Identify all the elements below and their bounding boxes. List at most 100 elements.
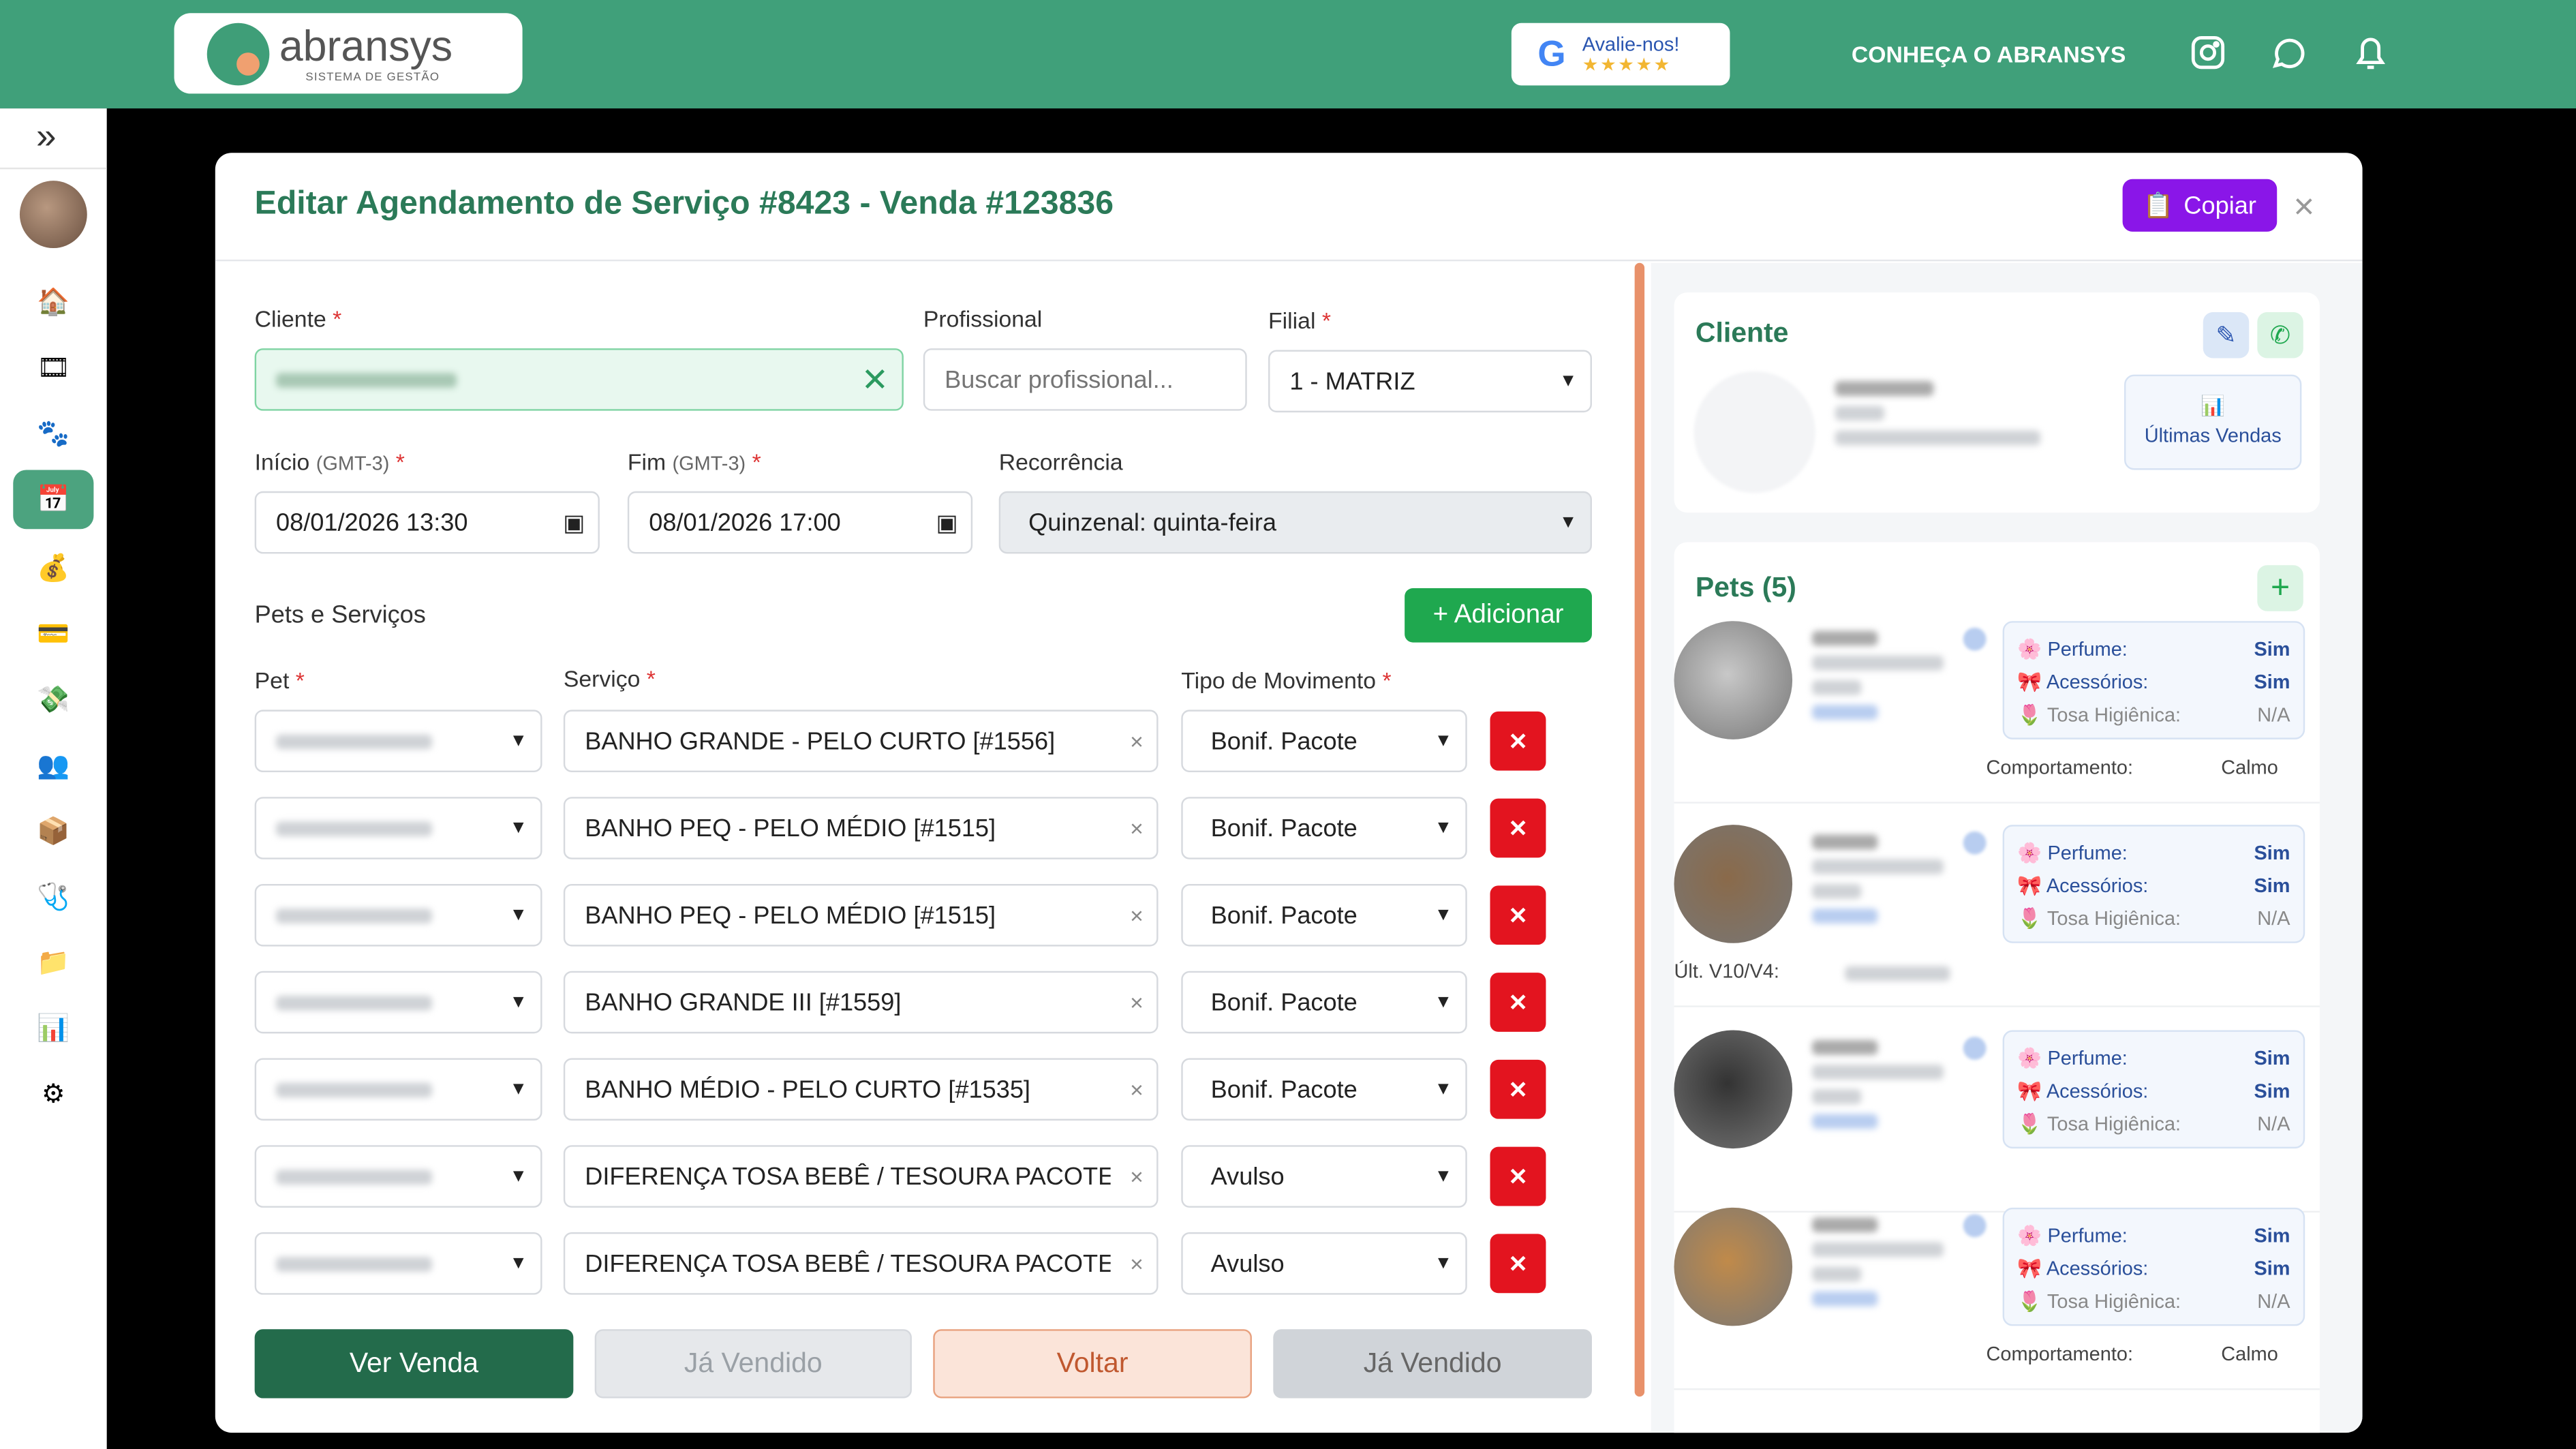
calendar-icon[interactable]: ▣: [563, 509, 585, 536]
pets-servicos-label: Pets e Serviços: [254, 601, 426, 630]
fim-datetime-input[interactable]: 08/01/2026 17:00 ▣: [627, 491, 973, 554]
pet-select[interactable]: ▼: [254, 1232, 542, 1295]
sidebar-item-cash[interactable]: 💸: [13, 671, 93, 730]
tipo-movimento-select[interactable]: Avulso ▼: [1181, 1232, 1467, 1295]
ult-v10-label: Últ. V10/V4:: [1674, 959, 1779, 983]
instagram-icon[interactable]: [2187, 33, 2230, 76]
sidebar-item-gear[interactable]: ⚙: [13, 1065, 93, 1124]
sidebar-item-chart[interactable]: 📊: [13, 999, 93, 1058]
calendar-icon[interactable]: ▣: [936, 509, 958, 536]
expand-sidebar-icon[interactable]: »: [36, 115, 57, 157]
logo[interactable]: abransys SISTEMA DE GESTÃO: [174, 13, 523, 94]
tipo-column-header: Tipo de Movimento *: [1181, 667, 1392, 694]
tipo-movimento-select[interactable]: Bonif. Pacote ▼: [1181, 883, 1467, 947]
sidebar-item-film[interactable]: 🎞: [13, 339, 93, 398]
remove-row-button[interactable]: ✕: [1490, 1059, 1546, 1119]
clear-servico-icon[interactable]: ×: [1130, 1163, 1144, 1190]
pet-photo[interactable]: [1674, 1207, 1793, 1326]
edit-client-icon[interactable]: ✎: [2203, 312, 2250, 359]
chevron-down-icon: ▼: [1434, 731, 1453, 751]
sidebar-item-home[interactable]: 🏠: [13, 273, 93, 332]
clear-servico-icon[interactable]: ×: [1130, 727, 1144, 754]
servico-select[interactable]: BANHO GRANDE III [#1559] ×: [563, 971, 1159, 1034]
remove-row-button[interactable]: ✕: [1490, 885, 1546, 945]
tipo-movimento-select[interactable]: Bonif. Pacote ▼: [1181, 1058, 1467, 1121]
pet-photo[interactable]: [1674, 825, 1793, 943]
voltar-button[interactable]: Voltar: [933, 1329, 1252, 1399]
pet-preferences: 🌸 Perfume: Sim 🎀 Acessórios: Sim 🌷 Tosa Hi…: [2002, 1207, 2305, 1326]
servico-column-header: Serviço *: [563, 665, 656, 692]
servico-select[interactable]: BANHO PEQ - PELO MÉDIO [#1515] ×: [563, 797, 1159, 859]
remove-row-button[interactable]: ✕: [1490, 711, 1546, 771]
pet-select[interactable]: ▼: [254, 971, 542, 1034]
conheca-link[interactable]: CONHEÇA O ABRANSYS: [1851, 41, 2126, 67]
clear-cliente-icon[interactable]: ✕: [861, 362, 889, 399]
google-review-button[interactable]: G Avalie-nos! ★★★★★: [1511, 22, 1730, 86]
fim-label: Fim (GMT-3) *: [627, 448, 761, 475]
whatsapp-icon[interactable]: [2267, 33, 2310, 76]
remove-row-button[interactable]: ✕: [1490, 798, 1546, 858]
tipo-movimento-select[interactable]: Bonif. Pacote ▼: [1181, 797, 1467, 859]
tipo-value: Bonif. Pacote: [1210, 727, 1358, 755]
clear-servico-icon[interactable]: ×: [1130, 989, 1144, 1016]
sidebar-item-calendar[interactable]: 📅: [13, 470, 94, 530]
ja-vendido-button[interactable]: Já Vendido: [594, 1329, 912, 1399]
pet-value-redacted: [275, 733, 433, 749]
tipo-movimento-select[interactable]: Bonif. Pacote ▼: [1181, 971, 1467, 1034]
close-icon[interactable]: ×: [2293, 185, 2315, 227]
whatsapp-client-icon[interactable]: ✆: [2257, 312, 2303, 359]
pet-select[interactable]: ▼: [254, 1058, 542, 1121]
clear-servico-icon[interactable]: ×: [1130, 902, 1144, 929]
tipo-value: Avulso: [1210, 1162, 1285, 1191]
add-pet-service-button[interactable]: + Adicionar: [1405, 588, 1592, 643]
servico-select[interactable]: BANHO MÉDIO - PELO CURTO [#1535] ×: [563, 1058, 1159, 1121]
pet-select[interactable]: ▼: [254, 883, 542, 947]
servico-select[interactable]: DIFERENÇA TOSA BEBÊ / TESOURA PACOTE [# ×: [563, 1232, 1159, 1295]
add-pet-icon[interactable]: +: [2257, 565, 2303, 611]
pet-select[interactable]: ▼: [254, 797, 542, 859]
clear-servico-icon[interactable]: ×: [1130, 814, 1144, 842]
flower-icon: 🌸: [2017, 1046, 2042, 1070]
tipo-movimento-select[interactable]: Avulso ▼: [1181, 1145, 1467, 1208]
inicio-datetime-input[interactable]: 08/01/2026 13:30 ▣: [254, 491, 600, 554]
servico-select[interactable]: BANHO PEQ - PELO MÉDIO [#1515] ×: [563, 883, 1159, 947]
pet-select[interactable]: ▼: [254, 1145, 542, 1208]
recorrencia-select[interactable]: Quinzenal: quinta-feira ▼: [998, 491, 1592, 554]
sidebar-item-paw[interactable]: 🐾: [13, 404, 93, 463]
servico-select[interactable]: DIFERENÇA TOSA BEBÊ / TESOURA PACOTE [# ×: [563, 1145, 1159, 1208]
sidebar-item-folder[interactable]: 📁: [13, 933, 93, 992]
filial-select[interactable]: 1 - MATRIZ ▼: [1268, 350, 1592, 413]
pets-card: Pets (5) + 🌸 Perfume: Sim 🎀 Acessórios: Si…: [1674, 542, 2320, 1433]
remove-row-button[interactable]: ✕: [1490, 1234, 1546, 1294]
client-avatar: [1693, 371, 1815, 493]
remove-row-button[interactable]: ✕: [1490, 973, 1546, 1032]
gear-icon: ⚙: [42, 1081, 65, 1110]
ja-vendido-button-2[interactable]: Já Vendido: [1273, 1329, 1592, 1399]
money-bag-icon: 💰: [37, 555, 70, 583]
profissional-input[interactable]: [923, 348, 1247, 411]
form-scrollbar[interactable]: [1634, 262, 1645, 1397]
logo-subtitle: SISTEMA DE GESTÃO: [305, 72, 440, 84]
avatar[interactable]: [19, 181, 87, 249]
pet-photo[interactable]: [1674, 621, 1793, 739]
sidebar-item-box[interactable]: 📦: [13, 802, 93, 861]
pet-info-redacted: [1812, 630, 1944, 720]
profissional-label: Profissional: [923, 305, 1043, 332]
sidebar-item-card[interactable]: 💳: [13, 605, 93, 664]
ver-venda-button[interactable]: Ver Venda: [254, 1329, 574, 1399]
pet-photo[interactable]: [1674, 1030, 1793, 1149]
cliente-field[interactable]: ✕: [254, 348, 904, 411]
remove-row-button[interactable]: ✕: [1490, 1146, 1546, 1206]
pet-badge-icon: [1963, 1037, 1987, 1060]
ultimas-vendas-button[interactable]: 📊 Últimas Vendas: [2124, 374, 2302, 470]
tipo-movimento-select[interactable]: Bonif. Pacote ▼: [1181, 710, 1467, 773]
sidebar-item-stethoscope[interactable]: 🩺: [13, 868, 93, 927]
clear-servico-icon[interactable]: ×: [1130, 1250, 1144, 1277]
bell-icon[interactable]: [2349, 33, 2392, 76]
copy-button[interactable]: 📋 Copiar: [2122, 179, 2278, 232]
pet-select[interactable]: ▼: [254, 710, 542, 773]
servico-select[interactable]: BANHO GRANDE - PELO CURTO [#1556] ×: [563, 710, 1159, 773]
sidebar-item-money-bag[interactable]: 💰: [13, 539, 93, 598]
clear-servico-icon[interactable]: ×: [1130, 1076, 1144, 1103]
sidebar-item-users[interactable]: 👥: [13, 736, 93, 795]
